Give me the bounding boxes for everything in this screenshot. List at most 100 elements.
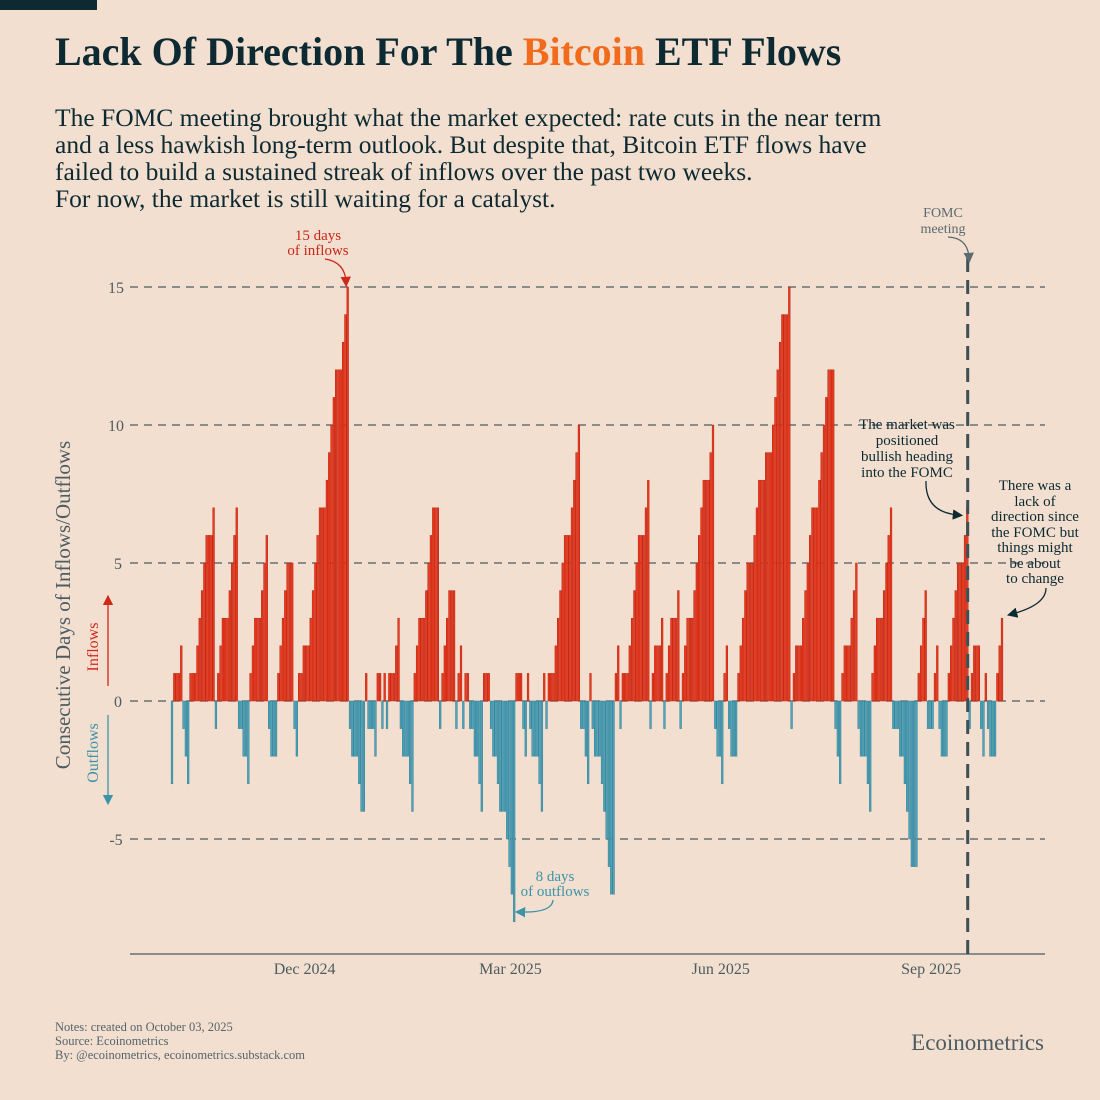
outflow-bar [247, 700, 250, 785]
inflow-bar [325, 479, 329, 702]
inflow-bar [304, 645, 308, 702]
inflow-bar [212, 507, 215, 702]
inflow-bar [672, 617, 675, 702]
inflow-bar [644, 507, 648, 702]
outflow-bar [857, 700, 860, 729]
outflow-bar [404, 700, 407, 757]
outflow-bar [406, 700, 409, 757]
chart-title: Lack Of Direction For The Bitcoin ETF Fl… [55, 28, 841, 75]
inflow-bar [415, 645, 419, 702]
outflow-bar [679, 700, 682, 729]
inflow-bar [919, 645, 923, 702]
outflow-bar [244, 700, 248, 757]
inflow-bar [221, 617, 224, 702]
inflow-bar [281, 617, 285, 702]
annotation-max-outflows: 8 days of outflows [514, 869, 590, 918]
inflow-bar [704, 479, 708, 702]
y-tick-label: 10 [108, 418, 124, 435]
outflow-bar [469, 700, 472, 729]
inflow-bar [328, 452, 331, 702]
inflow-bar [751, 562, 754, 702]
inflow-bar [279, 645, 282, 702]
inflow-bar [637, 535, 641, 702]
inflow-bar [950, 645, 953, 702]
inflow-bar [961, 562, 964, 702]
inflow-bar [457, 673, 460, 702]
inflow-bar [665, 673, 668, 702]
outflow-bar [508, 700, 511, 867]
outflow-bar [899, 700, 902, 757]
inflow-bar [959, 562, 962, 702]
inflow-bar [309, 617, 312, 702]
inflow-bar [344, 314, 347, 702]
inflow-bar [203, 562, 206, 702]
outflow-bar [619, 700, 622, 729]
inflow-bar [848, 645, 851, 702]
outflow-bar [663, 700, 666, 729]
outflow-bar [353, 700, 356, 757]
annotation-bullish: The market was positioned bullish headin… [859, 417, 964, 520]
inflow-bar [425, 590, 428, 702]
outflow-bar [272, 700, 275, 757]
outflow-bar [906, 700, 909, 812]
inflow-bar [998, 645, 1001, 702]
outflow-bar [839, 700, 842, 785]
inflow-bar [825, 397, 828, 702]
inflow-bar [256, 617, 259, 702]
inflow-bar [395, 645, 398, 702]
inflow-bar [390, 673, 393, 702]
inflow-bar [677, 590, 680, 702]
outflow-bar [501, 700, 504, 812]
outflow-bar [513, 700, 516, 923]
inflow-bar [205, 535, 208, 702]
inflow-bar [698, 535, 701, 702]
inflow-bar [695, 562, 698, 702]
inflow-bar [788, 286, 791, 702]
curved-arrow-icon [1006, 587, 1047, 618]
outflow-bar [439, 700, 442, 729]
inflow-bar [365, 673, 368, 702]
inflow-bar [767, 452, 770, 702]
inflow-bar [917, 673, 920, 702]
outflow-bar [411, 700, 414, 812]
inflow-bar [376, 673, 379, 702]
inflow-bar [392, 673, 396, 702]
inflow-bar [811, 507, 814, 702]
inflow-bar [573, 479, 576, 702]
inflow-bar [575, 452, 578, 702]
inflow-bar [265, 535, 268, 702]
inflow-bar [647, 479, 650, 702]
outflow-bar [587, 700, 590, 785]
inflow-bar [741, 617, 745, 702]
x-tick-label: Mar 2025 [479, 961, 542, 978]
inflow-bar [434, 507, 437, 702]
inflow-bar [804, 590, 807, 702]
inflow-bar [822, 424, 826, 702]
inflow-bar [219, 645, 222, 702]
inflow-bar [947, 673, 950, 702]
inflow-bar [654, 645, 657, 702]
outflow-bar [503, 700, 507, 812]
annotation-line: things might [997, 540, 1073, 556]
inflow-bar [878, 617, 881, 702]
inflow-bar [806, 562, 809, 702]
outflow-bar [866, 700, 870, 785]
inflow-bar [568, 535, 571, 702]
inflow-bar [337, 369, 340, 702]
inflow-bar [936, 645, 939, 702]
inflow-bar [552, 673, 555, 702]
inflow-bar [194, 673, 197, 702]
annotation-line: bullish heading [861, 449, 954, 465]
inflow-bar [332, 397, 335, 702]
inflow-bar [855, 562, 858, 702]
outflow-bar [836, 700, 839, 757]
inflow-bar [797, 645, 800, 702]
inflow-bar [711, 424, 715, 702]
outflow-bar [184, 700, 187, 757]
outflow-bar [864, 700, 867, 757]
outflow-bar [522, 700, 525, 729]
inflow-bar [852, 590, 856, 702]
outflow-bar [358, 700, 361, 785]
inflow-bar [378, 673, 382, 702]
